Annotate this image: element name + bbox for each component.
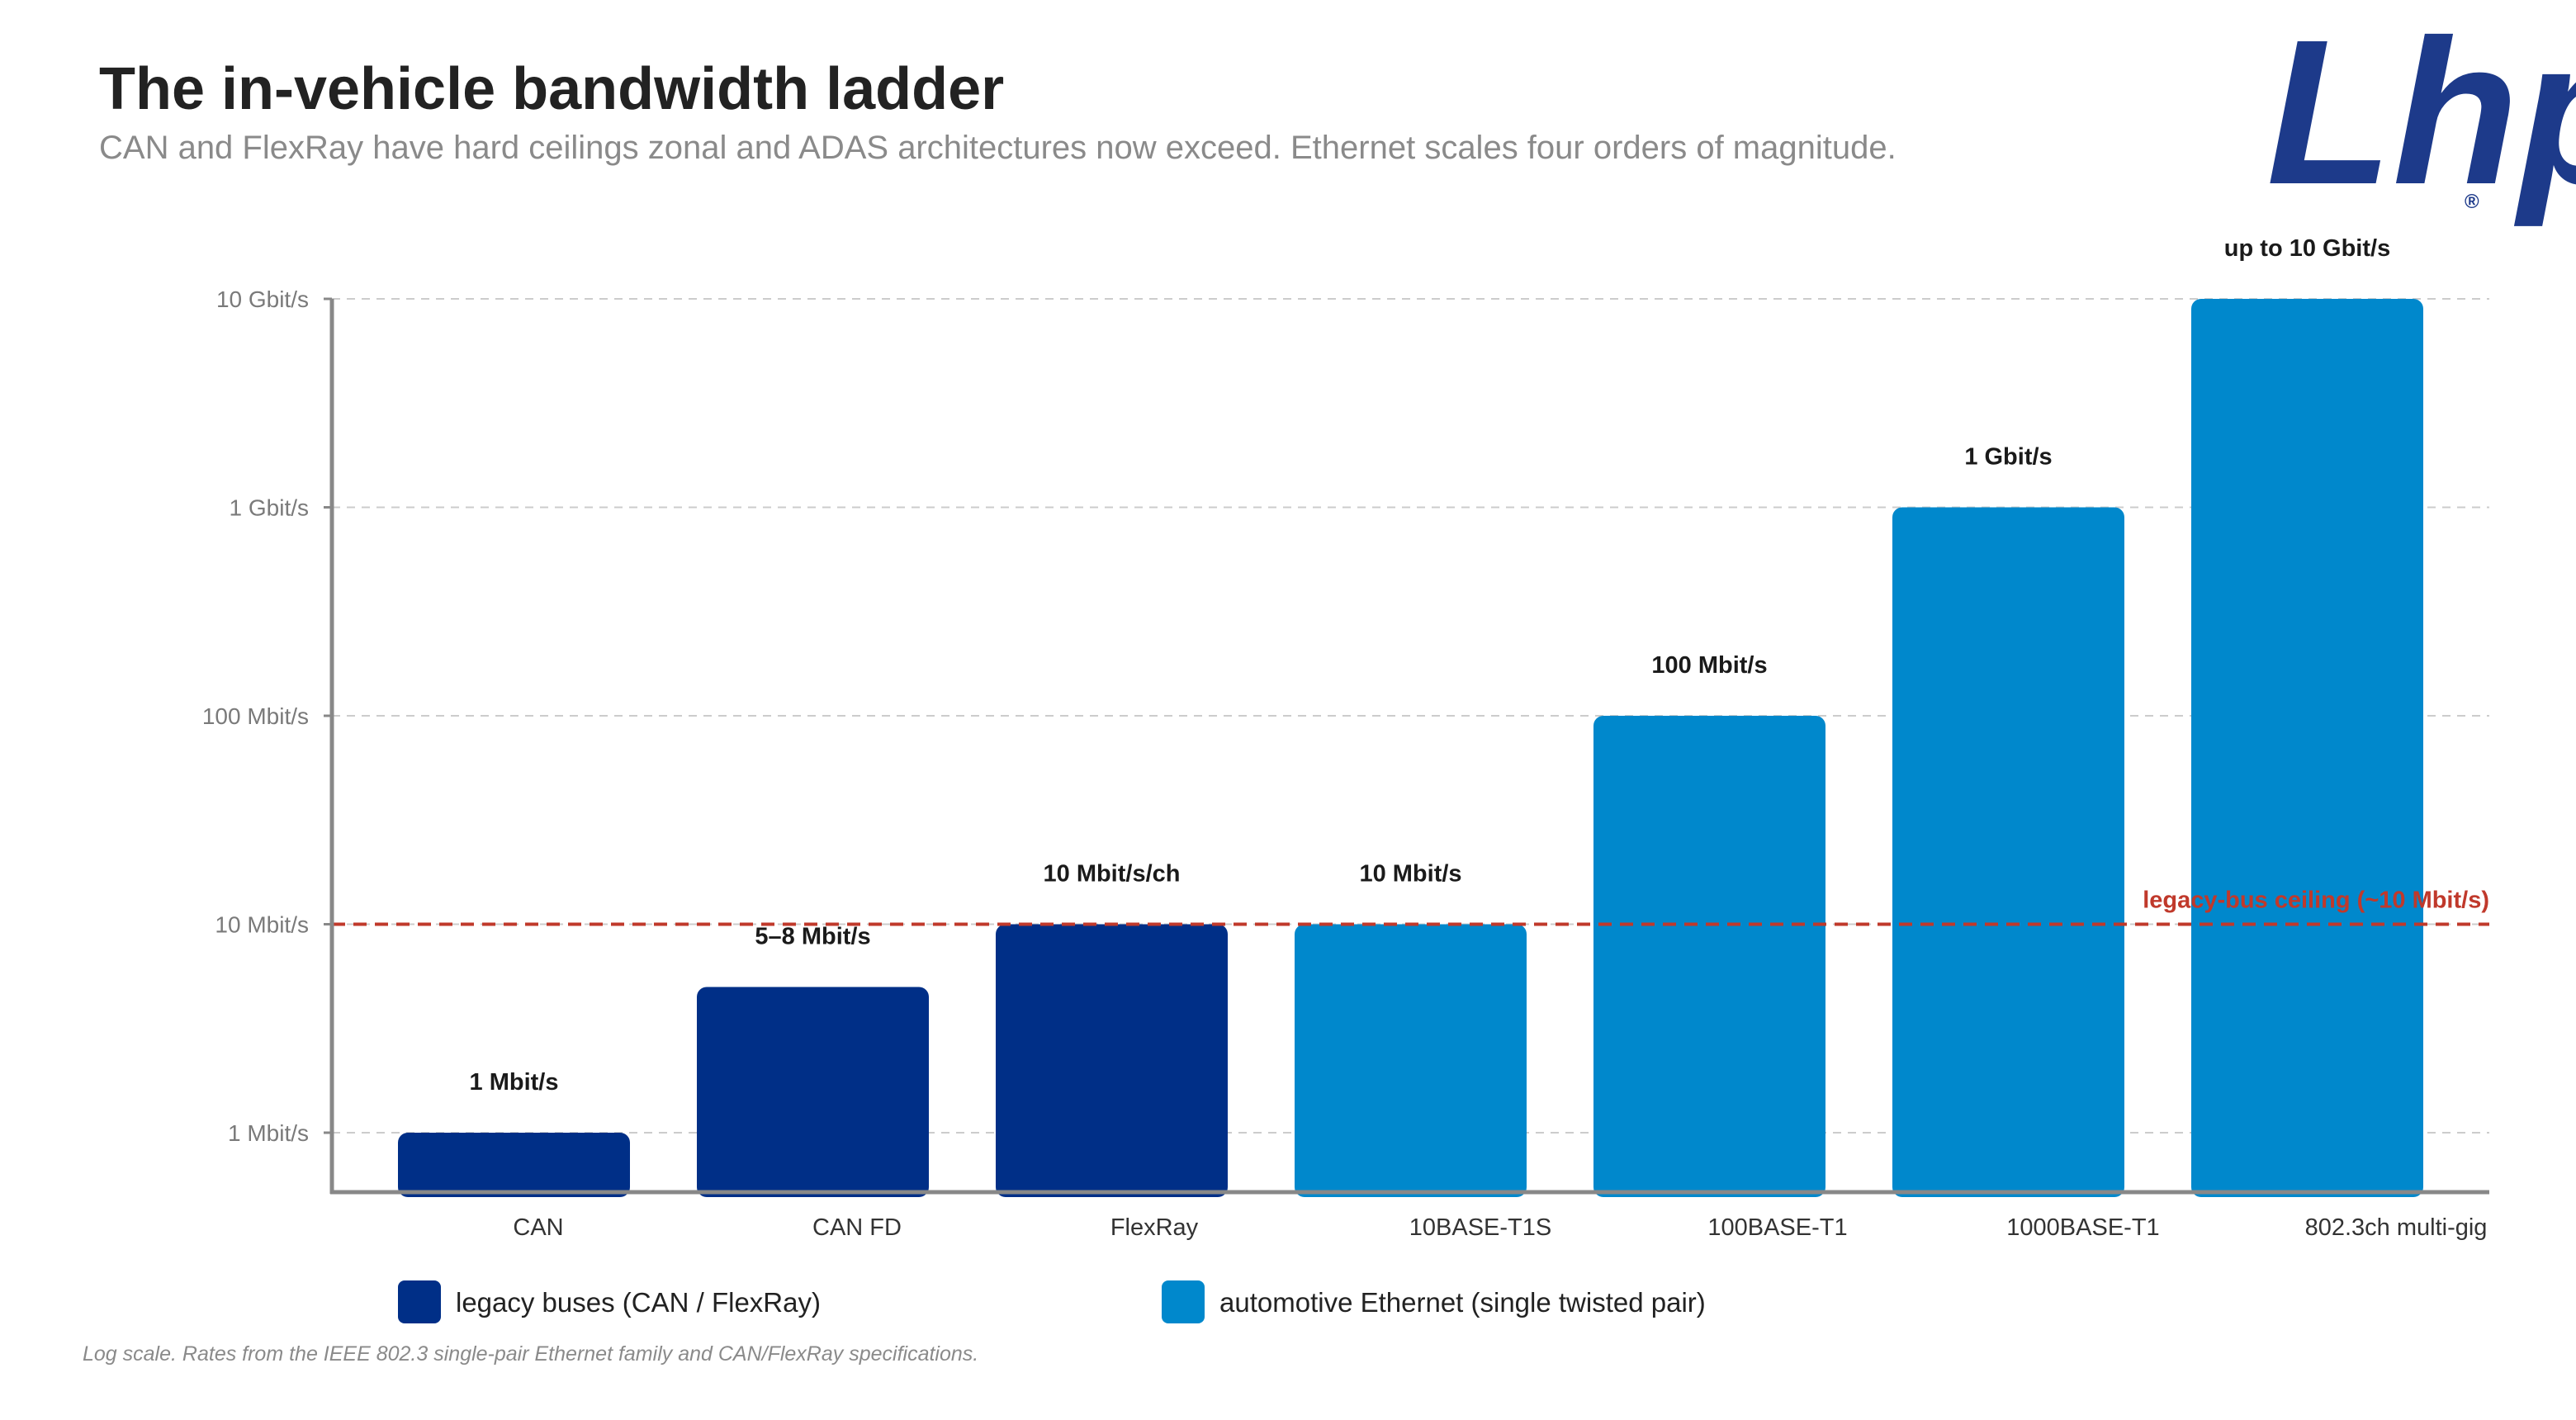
bar-10base-t1s	[1295, 924, 1527, 1197]
bar-value-label: 10 Mbit/s/ch	[1044, 861, 1181, 888]
logo-wordmark: Lhp	[2266, 0, 2576, 227]
page-subtitle: CAN and FlexRay have hard ceilings zonal…	[99, 130, 1896, 166]
y-axis-ticks: 1 Mbit/s 10 Mbit/s 100 Mbit/s 1 Gbit/s 10 Gb…	[202, 286, 332, 1146]
bars	[398, 299, 2423, 1197]
x-category-label: CAN FD	[812, 1214, 902, 1241]
x-category-label: 10BASE-T1S	[1409, 1214, 1551, 1241]
page-title: The in-vehicle bandwidth ladder	[99, 56, 1004, 122]
legend: legacy buses (CAN / FlexRay) automotive E…	[398, 1280, 1706, 1323]
axes	[329, 299, 2489, 1195]
x-category-label: FlexRay	[1110, 1214, 1199, 1241]
y-tick-label: 10 Mbit/s	[215, 912, 309, 938]
legend-swatch-legacy	[398, 1280, 441, 1323]
legacy-ceiling-label: legacy-bus ceiling (~10 Mbit/s)	[2143, 888, 2489, 914]
y-tick-label: 10 Gbit/s	[216, 286, 309, 312]
bar-802-3ch-multi-gig	[2191, 299, 2423, 1197]
category-labels: CAN CAN FD FlexRay 10BASE-T1S 100BASE-T1 1000…	[513, 1214, 2487, 1241]
y-tick-label: 100 Mbit/s	[202, 703, 309, 729]
logo-registered-mark: ®	[2465, 191, 2479, 213]
brand-logo: Lhp ®	[2266, 0, 2576, 227]
value-labels: 1 Mbit/s 5–8 Mbit/s 10 Mbit/s/ch 10 Mbit/s 1…	[470, 235, 2391, 1096]
y-tick-label: 1 Gbit/s	[230, 495, 309, 521]
reference-line-group: legacy-bus ceiling (~10 Mbit/s)	[332, 888, 2489, 926]
bar-1000base-t1	[1892, 507, 2124, 1197]
x-category-label: 100BASE-T1	[1707, 1214, 1847, 1241]
bar-value-label: up to 10 Gbit/s	[2224, 235, 2390, 262]
x-category-label: 1000BASE-T1	[2006, 1214, 2159, 1241]
x-category-label: 802.3ch multi-gig	[2305, 1214, 2488, 1241]
bar-value-label: 1 Gbit/s	[1964, 444, 2052, 471]
footnote: Log scale. Rates from the IEEE 802.3 sin…	[83, 1342, 978, 1366]
legend-swatch-ethernet	[1162, 1280, 1205, 1323]
gridlines	[332, 298, 2489, 1134]
y-tick-label: 1 Mbit/s	[228, 1120, 309, 1146]
legend-label-legacy: legacy buses (CAN / FlexRay)	[456, 1287, 821, 1318]
bar-value-label: 10 Mbit/s	[1359, 861, 1461, 888]
bar-can-fd	[697, 987, 929, 1197]
bar-flexray	[996, 924, 1228, 1197]
bar-value-label: 1 Mbit/s	[470, 1069, 559, 1096]
bar-value-label: 100 Mbit/s	[1651, 652, 1767, 679]
bar-can	[398, 1133, 630, 1197]
bar-value-label: 5–8 Mbit/s	[755, 924, 870, 950]
bar-100base-t1	[1593, 716, 1825, 1197]
x-category-label: CAN	[513, 1214, 563, 1241]
legend-label-ethernet: automotive Ethernet (single twisted pair…	[1219, 1287, 1706, 1318]
